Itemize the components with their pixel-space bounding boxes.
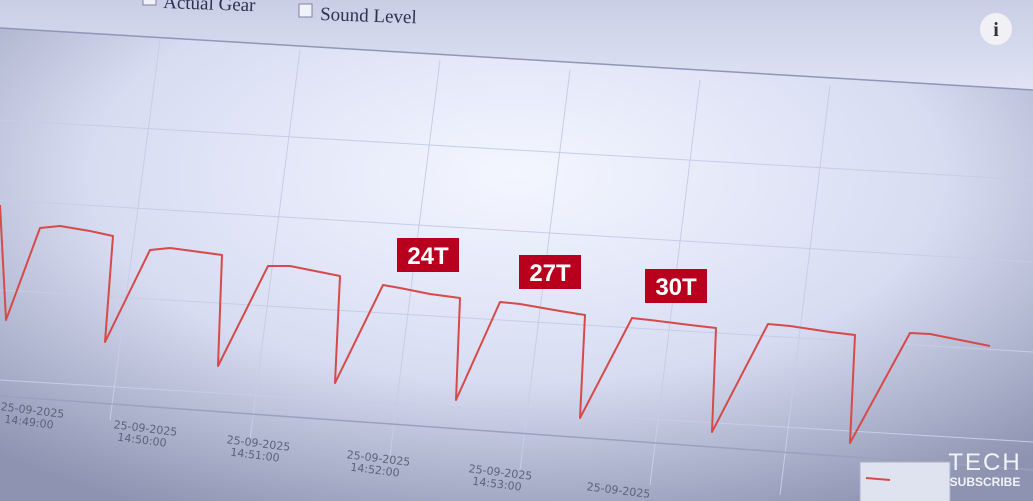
signal-line	[0, 204, 991, 444]
annotation-badge	[645, 269, 707, 303]
checkbox[interactable]	[298, 3, 313, 18]
checkbox[interactable]	[142, 0, 157, 6]
annotation-badge	[397, 238, 459, 272]
annotation: 30T	[655, 274, 697, 301]
x-time-label: 14:52:00	[350, 461, 401, 480]
watermark-title: TECH	[948, 449, 1021, 476]
annotation-badge	[519, 255, 581, 289]
watermark-subtitle: SUBSCRIBE	[950, 475, 1021, 489]
x-time-label: 14:49:00	[4, 413, 55, 432]
legend-box	[859, 461, 951, 501]
x-time-label: 14:51:00	[230, 446, 281, 465]
toolbar-border	[0, 27, 1033, 91]
checkbox-label: Actual Gear	[163, 0, 257, 16]
info-icon-text: i	[993, 19, 999, 41]
annotation: 27T	[529, 260, 571, 287]
legend-swatch	[865, 477, 891, 481]
x-axis	[0, 395, 1033, 471]
info-icon[interactable]	[980, 13, 1012, 45]
toolbar	[0, 0, 1033, 90]
annotation: 24T	[407, 243, 449, 270]
checkbox-label: Sound Level	[320, 4, 417, 28]
x-time-label: 14:53:00	[472, 475, 523, 494]
x-time-label: 14:50:00	[117, 431, 168, 450]
